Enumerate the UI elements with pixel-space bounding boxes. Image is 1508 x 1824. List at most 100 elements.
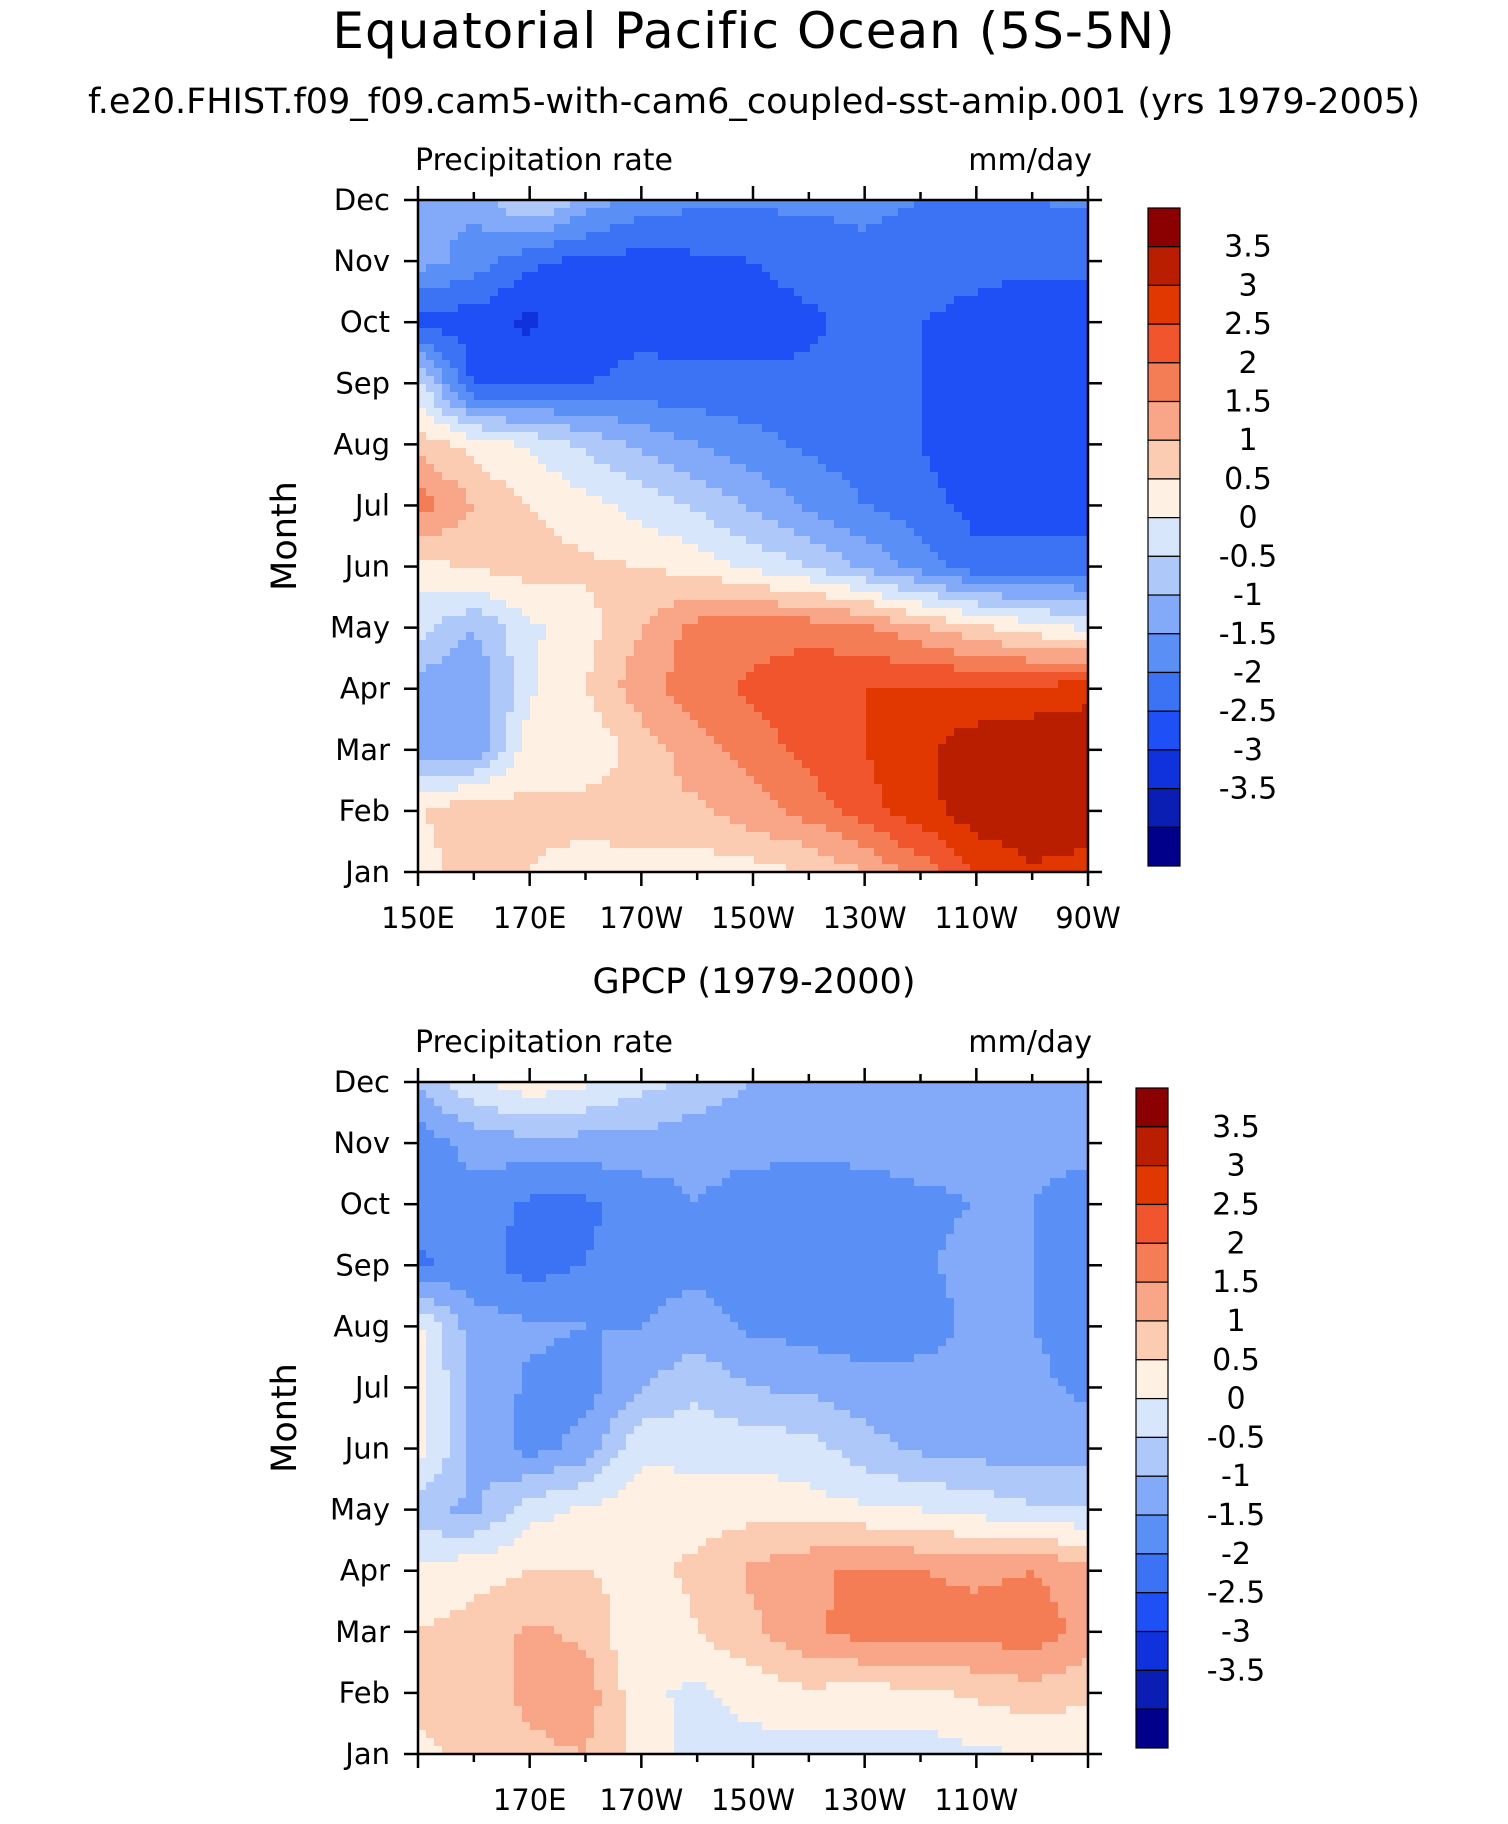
field-cell	[698, 608, 707, 617]
field-cell	[914, 664, 923, 673]
field-cell	[994, 656, 1003, 665]
field-cell	[602, 232, 611, 241]
field-cell	[1042, 632, 1051, 641]
field-cell	[634, 424, 643, 433]
field-cell	[1026, 464, 1035, 473]
field-cell	[730, 608, 739, 617]
field-cell	[842, 368, 851, 377]
field-cell	[858, 200, 867, 209]
field-cell	[418, 360, 427, 369]
field-cell	[1074, 576, 1083, 585]
field-cell	[890, 304, 899, 313]
field-cell	[714, 288, 723, 297]
field-cell	[1058, 640, 1067, 649]
field-cell	[434, 464, 443, 473]
field-cell	[954, 208, 963, 217]
field-cell	[466, 256, 475, 265]
field-cell	[746, 256, 755, 265]
field-cell	[522, 344, 531, 353]
field-cell	[906, 464, 915, 473]
field-cell	[842, 336, 851, 345]
field-cell	[970, 360, 979, 369]
field-cell	[746, 632, 755, 641]
field-cell	[1042, 520, 1051, 529]
field-cell	[570, 480, 579, 489]
field-cell	[450, 328, 459, 337]
field-cell	[834, 224, 843, 233]
field-cell	[642, 640, 651, 649]
field-cell	[970, 248, 979, 257]
field-cell	[546, 472, 555, 481]
field-cell	[1066, 632, 1075, 641]
field-cell	[802, 400, 811, 409]
field-cell	[1042, 424, 1051, 433]
field-cell	[450, 616, 459, 625]
field-cell	[674, 672, 683, 681]
field-cell	[754, 256, 763, 265]
field-cell	[978, 512, 987, 521]
field-cell	[626, 640, 635, 649]
field-cell	[810, 248, 819, 257]
field-cell	[466, 600, 475, 609]
field-cell	[650, 592, 659, 601]
field-cell	[690, 632, 699, 641]
field-cell	[490, 240, 499, 249]
field-cell	[490, 336, 499, 345]
field-cell	[770, 584, 779, 593]
field-cell	[474, 632, 483, 641]
field-cell	[970, 232, 979, 241]
field-cell	[1082, 616, 1089, 625]
field-cell	[826, 240, 835, 249]
field-cell	[954, 560, 963, 569]
field-cell	[746, 504, 755, 513]
field-cell	[1082, 376, 1089, 385]
field-cell	[826, 264, 835, 273]
field-cell	[490, 600, 499, 609]
field-cell	[962, 272, 971, 281]
field-cell	[730, 400, 739, 409]
field-cell	[434, 552, 443, 561]
field-cell	[946, 280, 955, 289]
field-cell	[890, 664, 899, 673]
field-cell	[442, 632, 451, 641]
field-cell	[722, 400, 731, 409]
field-cell	[690, 456, 699, 465]
field-cell	[978, 664, 987, 673]
field-cell	[594, 656, 603, 665]
field-cell	[770, 576, 779, 585]
field-cell	[778, 248, 787, 257]
field-cell	[826, 624, 835, 633]
field-cell	[458, 376, 467, 385]
field-cell	[994, 664, 1003, 673]
field-cell	[594, 224, 603, 233]
field-cell	[1026, 408, 1035, 417]
field-cell	[626, 672, 635, 681]
field-cell	[786, 360, 795, 369]
field-cell	[1058, 280, 1067, 289]
field-cell	[1002, 584, 1011, 593]
field-cell	[682, 448, 691, 457]
field-cell	[658, 440, 667, 449]
field-cell	[818, 288, 827, 297]
field-cell	[1002, 376, 1011, 385]
field-cell	[474, 208, 483, 217]
field-cell	[810, 576, 819, 585]
field-cell	[562, 392, 571, 401]
field-cell	[1034, 464, 1043, 473]
field-cell	[530, 368, 539, 377]
field-cell	[442, 608, 451, 617]
field-cell	[426, 296, 435, 305]
field-cell	[1034, 536, 1043, 545]
field-cell	[898, 568, 907, 577]
field-cell	[818, 360, 827, 369]
field-cell	[898, 376, 907, 385]
field-cell	[498, 632, 507, 641]
field-cell	[418, 632, 427, 641]
field-cell	[1050, 296, 1059, 305]
field-cell	[538, 664, 547, 673]
field-cell	[514, 664, 523, 673]
field-cell	[562, 464, 571, 473]
field-cell	[418, 216, 427, 225]
field-cell	[938, 312, 947, 321]
field-cell	[490, 568, 499, 577]
